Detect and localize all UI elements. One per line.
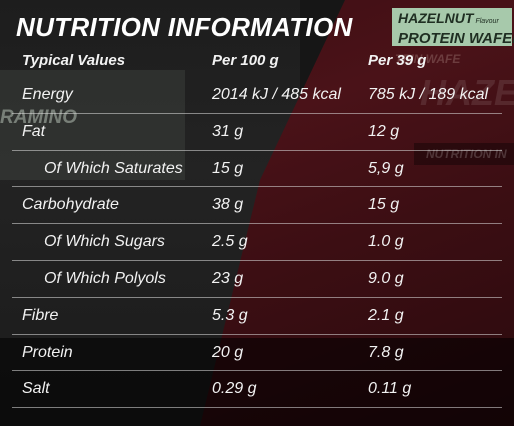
page-title: NUTRITION INFORMATION <box>16 12 353 42</box>
background-pack-text-left: RAMINO <box>0 107 78 128</box>
nutrient-label: Protein <box>22 343 73 361</box>
value-per-100g: 2.5 g <box>212 233 248 251</box>
value-per-100g: 23 g <box>212 269 244 287</box>
product-badge: HAZELNUT Flavour PROTEIN WAFER <box>392 8 514 47</box>
badge-flavour-label: Flavour <box>475 18 499 25</box>
value-per-100g: 15 g <box>212 159 244 177</box>
value-per-serving: 9.0 g <box>368 269 404 287</box>
value-per-serving: 1.0 g <box>368 233 404 251</box>
nutrient-label: Salt <box>22 380 50 398</box>
row-divider <box>12 370 502 372</box>
nutrient-label: Carbohydrate <box>22 196 119 214</box>
table-header-row: Typical Values Per 100 g Per 39 g <box>0 47 514 77</box>
table-row: Protein 20 g 7.8 g <box>0 335 514 372</box>
value-per-serving: 5,9 g <box>368 159 404 177</box>
value-per-100g: 0.29 g <box>212 380 257 398</box>
background-pack-text-right-large: HAZEL <box>420 72 514 113</box>
value-per-serving: 12 g <box>368 122 400 140</box>
nutrient-label: Of Which Sugars <box>44 233 165 251</box>
nutrient-label: Fibre <box>22 306 59 324</box>
value-per-serving: 2.1 g <box>368 306 404 324</box>
header-per-serving: Per 39 g <box>368 52 427 69</box>
background-dark-band <box>0 338 514 426</box>
header-typical-values: Typical Values <box>22 52 126 69</box>
row-divider <box>12 296 502 298</box>
value-per-serving: 15 g <box>368 196 400 214</box>
nutrition-table: Typical Values Per 100 g Per 39 g Energy… <box>0 47 514 409</box>
table-row: Of Which Saturates 15 g 5,9 g <box>0 151 514 188</box>
row-divider <box>12 112 502 114</box>
row-divider <box>12 149 502 151</box>
nutrient-label: Fat <box>22 122 46 140</box>
badge-flavour-name: HAZELNUT <box>398 10 474 26</box>
badge-product-type: PROTEIN WAFER <box>398 30 514 47</box>
header-per-100g: Per 100 g <box>212 52 279 69</box>
background-packaging-photo <box>0 70 185 180</box>
table-row: Fat 31 g 12 g <box>0 114 514 151</box>
value-per-100g: 2014 kJ / 485 kcal <box>212 86 341 103</box>
nutrient-label: Of Which Saturates <box>44 159 183 177</box>
table-row: Fibre 5.3 g 2.1 g <box>0 298 514 335</box>
table-row: Carbohydrate 38 g 15 g <box>0 187 514 225</box>
row-divider <box>12 186 502 188</box>
table-row: Of Which Sugars 2.5 g 1.0 g <box>0 224 514 261</box>
badge-line-1: HAZELNUT Flavour <box>398 10 506 30</box>
row-divider <box>12 333 502 335</box>
value-per-serving: 785 kJ / 189 kcal <box>368 86 489 103</box>
value-per-serving: 7.8 g <box>368 343 404 361</box>
value-per-100g: 5.3 g <box>212 306 248 324</box>
nutrient-label: Of Which Polyols <box>44 269 166 287</box>
background-pack-text-right-small: TEIN WAFE <box>395 52 461 66</box>
table-row: Of Which Polyols 23 g 9.0 g <box>0 261 514 298</box>
table-row: Salt 0.29 g 0.11 g <box>0 371 514 409</box>
row-divider <box>12 259 502 261</box>
value-per-100g: 20 g <box>212 343 244 361</box>
table-body: Energy 2014 kJ / 485 kcal 785 kJ / 189 kca… <box>0 77 514 409</box>
value-per-100g: 31 g <box>212 122 244 140</box>
row-divider <box>12 223 502 225</box>
value-per-serving: 0.11 g <box>368 380 412 398</box>
table-row: Energy 2014 kJ / 485 kcal 785 kJ / 189 kca… <box>0 77 514 114</box>
value-per-100g: 38 g <box>212 196 244 214</box>
nutrient-label: Energy <box>22 86 73 103</box>
row-divider <box>12 407 502 409</box>
